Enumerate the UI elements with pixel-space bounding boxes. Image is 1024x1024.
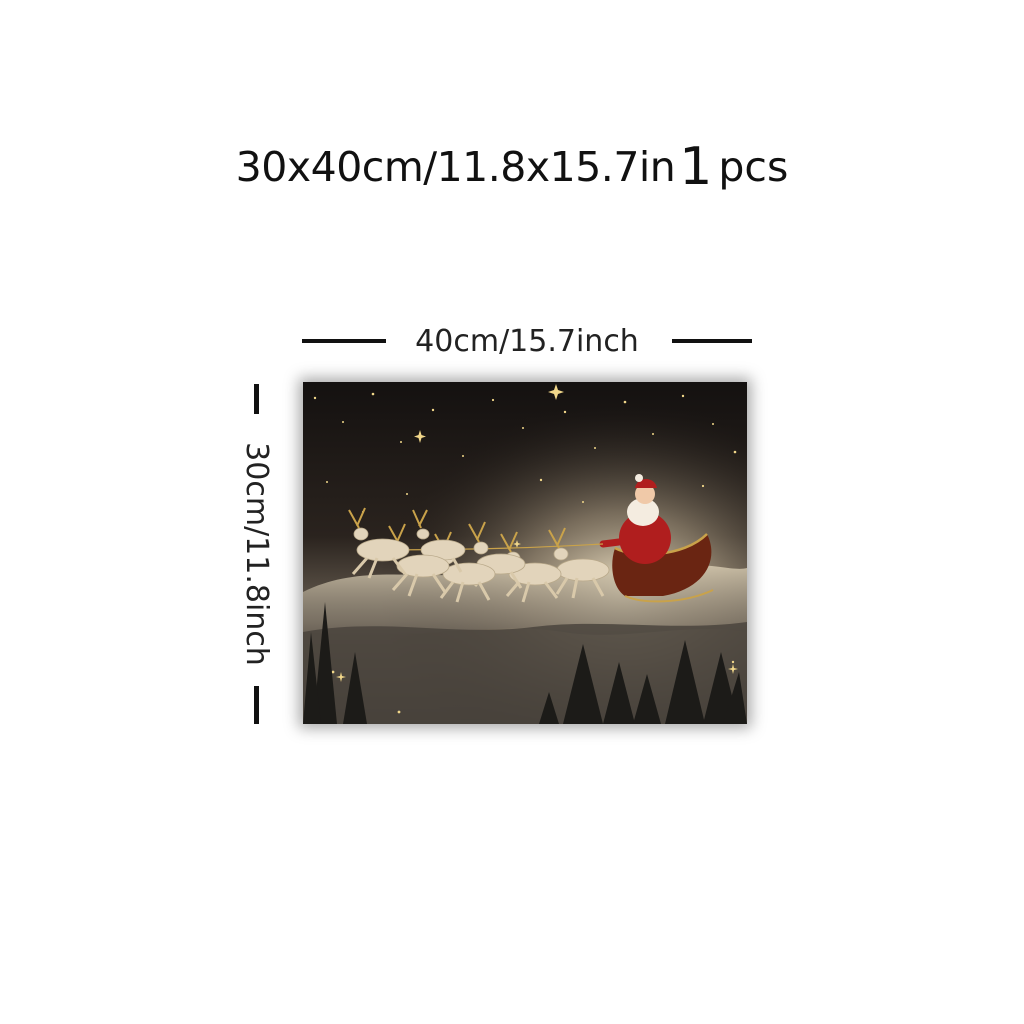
misty-hills (303, 622, 747, 724)
width-dimension: 40cm/15.7inch (300, 318, 754, 364)
reins (362, 543, 604, 551)
height-label: 30cm/11.8inch (239, 442, 274, 666)
height-tick-bottom (254, 686, 259, 724)
pine-trees (303, 602, 747, 724)
height-tick-top (254, 384, 259, 414)
width-line-left (302, 339, 386, 343)
size-text: 30x40cm/11.8x15.7in (235, 143, 676, 191)
height-dimension: 30cm/11.8inch (236, 382, 276, 726)
quantity-unit: pcs (718, 143, 789, 191)
quantity-number: 1 (679, 137, 713, 197)
reindeer-team (348, 507, 610, 603)
stars (313, 384, 738, 714)
santa-sleigh-artwork (303, 382, 747, 724)
width-label: 40cm/15.7inch (415, 324, 639, 359)
width-line-right (672, 339, 752, 343)
size-headline: 30x40cm/11.8x15.7in1 pcs (0, 136, 1024, 195)
canvas-painting (303, 382, 747, 724)
santa (599, 474, 671, 564)
